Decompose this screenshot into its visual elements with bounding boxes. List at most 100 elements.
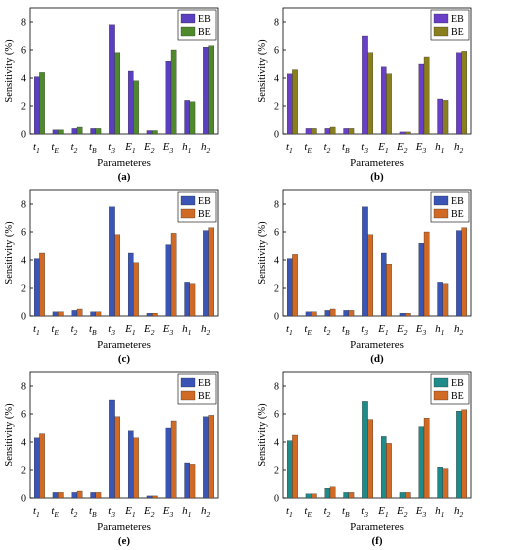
bar-be-t3 bbox=[114, 52, 121, 135]
x-tick-label: tE bbox=[304, 505, 312, 519]
bar-be-E1 bbox=[133, 437, 139, 499]
y-tick-label: 0 bbox=[21, 130, 26, 141]
bar-eb-t3 bbox=[109, 206, 115, 317]
x-tick-label: tB bbox=[342, 323, 350, 337]
bar-be-t2 bbox=[329, 486, 336, 499]
x-tick-label: E2 bbox=[143, 505, 155, 519]
bar-eb-E3 bbox=[165, 61, 172, 135]
x-tick-label: t1 bbox=[33, 141, 40, 155]
bar-eb-h2 bbox=[203, 230, 209, 317]
bar-be-E3 bbox=[170, 49, 177, 135]
bar-be-t3 bbox=[367, 419, 374, 499]
x-tick-label: tB bbox=[89, 323, 97, 337]
bar-be-tE bbox=[311, 493, 317, 499]
legend-swatch bbox=[180, 390, 196, 401]
chart-panel-b: 0 2 4 6 8 Sensitivity (%) t1 tE t2 tB t3 E1 E2 E3 h1 h2… bbox=[257, 7, 472, 183]
y-tick-label: 0 bbox=[21, 494, 26, 505]
bar-eb-E3 bbox=[165, 427, 172, 499]
legend-swatch bbox=[180, 26, 196, 37]
bar-be-E1 bbox=[133, 80, 139, 135]
x-tick-label: h2 bbox=[454, 323, 464, 337]
bar-be-t1 bbox=[39, 72, 45, 135]
x-tick-label: tE bbox=[304, 323, 312, 337]
bar-eb-t1 bbox=[33, 76, 40, 135]
x-tick-label: E2 bbox=[396, 505, 408, 519]
bar-be-E2 bbox=[405, 313, 411, 317]
x-tick-label: t2 bbox=[324, 323, 331, 337]
legend-swatch bbox=[180, 13, 196, 24]
legend-label: EB bbox=[198, 196, 211, 207]
bar-be-E2 bbox=[405, 492, 411, 499]
x-tick-label: t2 bbox=[71, 505, 78, 519]
bar-be-tE bbox=[311, 311, 317, 317]
bar-eb-t1 bbox=[286, 258, 293, 317]
legend-label: EB bbox=[198, 14, 211, 25]
bar-be-h1 bbox=[189, 283, 196, 317]
bar-eb-tE bbox=[52, 492, 59, 499]
y-tick-label: 8 bbox=[21, 18, 26, 29]
x-tick-label: t3 bbox=[361, 323, 368, 337]
bar-eb-t1 bbox=[286, 73, 293, 135]
x-tick-label: h2 bbox=[201, 141, 211, 155]
x-tick-label: E2 bbox=[396, 141, 408, 155]
bar-be-tB bbox=[95, 128, 102, 135]
x-tick-label: tB bbox=[89, 141, 97, 155]
bar-be-tE bbox=[58, 492, 64, 499]
x-tick-label: t1 bbox=[33, 323, 40, 337]
bar-eb-tB bbox=[90, 128, 96, 135]
bar-eb-t1 bbox=[33, 437, 40, 499]
bar-be-tB bbox=[348, 492, 355, 499]
y-axis-label: Sensitivity (%) bbox=[4, 221, 15, 285]
x-axis-label: Parameteres bbox=[350, 339, 404, 351]
bar-be-h2 bbox=[208, 45, 215, 135]
bar-eb-tE bbox=[52, 129, 59, 135]
bar-eb-t3 bbox=[362, 35, 368, 135]
y-tick-label: 2 bbox=[274, 284, 279, 295]
bar-be-t2 bbox=[76, 490, 83, 499]
bar-eb-t3 bbox=[362, 206, 368, 317]
bar-eb-tE bbox=[305, 128, 312, 135]
bar-be-E2 bbox=[152, 313, 158, 317]
bar-eb-h1 bbox=[184, 100, 190, 135]
bar-be-h2 bbox=[461, 227, 468, 317]
legend-swatch bbox=[433, 13, 449, 24]
chart-panel-c: 0 2 4 6 8 Sensitivity (%) t1 tE t2 tB t3 E1 E2 E3 h1 h2… bbox=[4, 189, 219, 365]
bar-be-E1 bbox=[386, 443, 392, 499]
legend: EB BE bbox=[177, 191, 217, 223]
x-tick-label: t1 bbox=[33, 505, 40, 519]
bar-eb-E1 bbox=[127, 430, 134, 499]
legend-swatch bbox=[433, 195, 449, 206]
x-tick-label: E1 bbox=[124, 505, 135, 519]
bar-eb-tB bbox=[343, 310, 349, 317]
bar-eb-E2 bbox=[146, 495, 153, 499]
y-tick-label: 8 bbox=[21, 382, 26, 393]
bar-be-E1 bbox=[133, 262, 139, 317]
y-axis-label: Sensitivity (%) bbox=[4, 39, 15, 103]
plot-frame bbox=[29, 7, 219, 135]
legend-swatch bbox=[180, 208, 196, 219]
bar-eb-t3 bbox=[362, 401, 368, 499]
y-tick-label: 0 bbox=[274, 494, 279, 505]
y-tick-label: 8 bbox=[274, 18, 279, 29]
x-tick-label: E3 bbox=[415, 323, 427, 337]
bar-be-tE bbox=[58, 311, 64, 317]
x-tick-label: h1 bbox=[435, 505, 444, 519]
legend-label: BE bbox=[451, 209, 464, 220]
bar-eb-E1 bbox=[380, 66, 387, 135]
x-tick-label: h1 bbox=[182, 505, 191, 519]
plot-frame bbox=[282, 7, 472, 135]
bar-be-h1 bbox=[442, 468, 449, 499]
x-tick-label: t2 bbox=[324, 505, 331, 519]
bar-be-t3 bbox=[367, 234, 374, 317]
bar-eb-t2 bbox=[324, 488, 331, 499]
x-tick-label: h2 bbox=[454, 141, 464, 155]
x-tick-label: t3 bbox=[108, 141, 115, 155]
y-tick-label: 2 bbox=[21, 102, 26, 113]
bar-be-t3 bbox=[114, 234, 121, 317]
bar-be-E2 bbox=[405, 131, 411, 135]
x-tick-label: tB bbox=[342, 141, 350, 155]
y-tick-label: 6 bbox=[21, 410, 26, 421]
bar-eb-E2 bbox=[399, 131, 406, 135]
bar-eb-tB bbox=[90, 492, 96, 499]
bar-eb-E3 bbox=[165, 244, 172, 317]
